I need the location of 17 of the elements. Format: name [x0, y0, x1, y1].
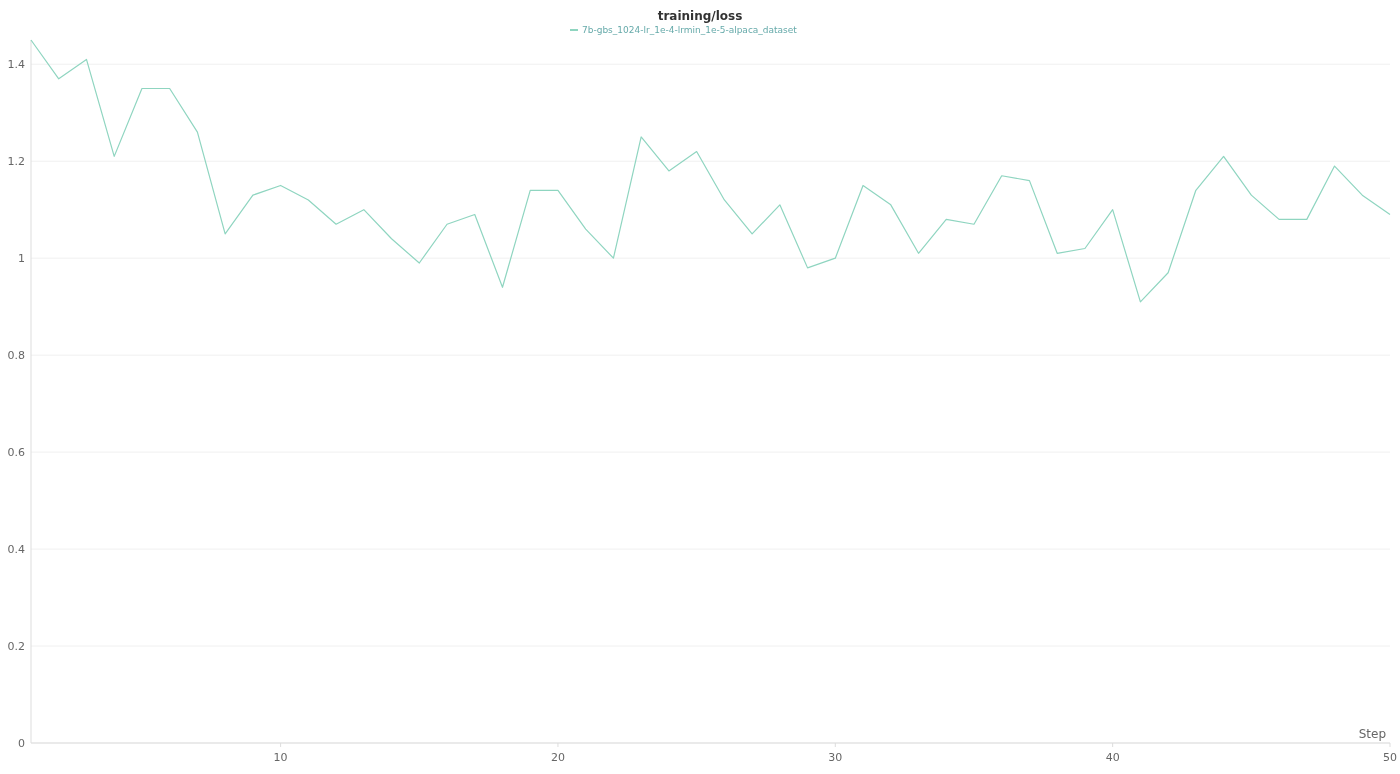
y-tick-label: 1 [18, 252, 25, 266]
x-tick-label: 50 [1383, 751, 1397, 764]
x-axis-title: Step [1358, 727, 1386, 741]
y-tick-label: 0.8 [7, 348, 25, 362]
y-tick-label: 0.4 [7, 542, 25, 556]
chart-title: training/loss [657, 9, 743, 23]
y-tick-label: 1.4 [7, 58, 25, 72]
x-tick-label: 40 [1105, 751, 1120, 764]
legend-label: 7b-gbs_1024-lr_1e-4-lrmin_1e-5-alpaca_dataset [582, 25, 798, 35]
x-tick-label: 30 [828, 751, 843, 764]
y-tick-label: 1.2 [7, 155, 25, 169]
x-tick-label: 20 [550, 751, 565, 764]
x-tick-label: 10 [273, 751, 288, 764]
y-tick-label: 0 [18, 736, 25, 750]
line-series [30, 39, 1391, 303]
y-tick-label: 0.6 [7, 445, 25, 459]
y-tick-label: 0.2 [7, 639, 25, 653]
